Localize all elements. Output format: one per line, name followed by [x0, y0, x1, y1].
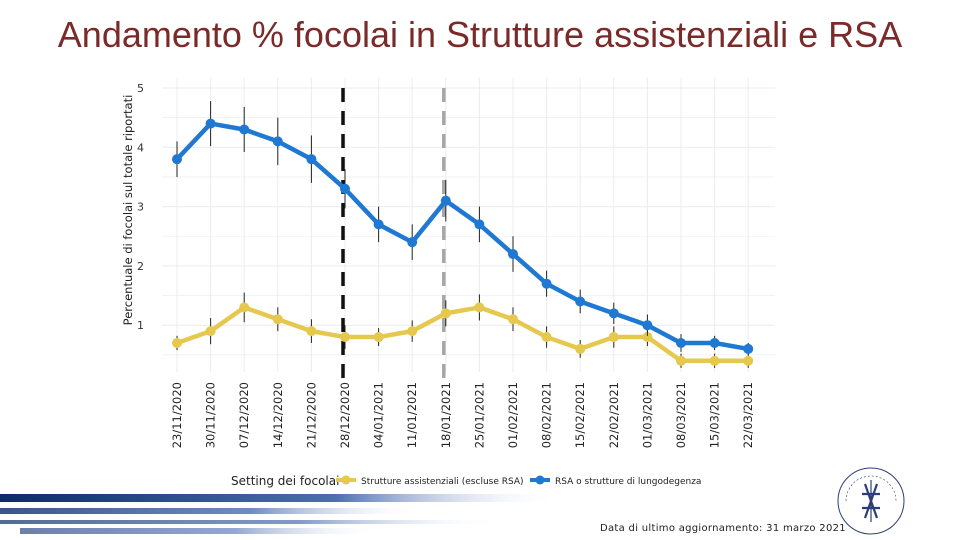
x-tick-label: 15/02/2021: [573, 382, 587, 448]
iss-logo: [837, 467, 905, 535]
data-point: [642, 320, 653, 331]
x-tick-label: 23/11/2020: [170, 382, 184, 448]
data-point: [743, 355, 754, 366]
data-point: [743, 343, 754, 354]
y-tick-label: 4: [137, 141, 144, 154]
data-point: [541, 332, 552, 343]
y-tick-label: 1: [137, 319, 144, 332]
x-tick-label: 08/03/2021: [674, 382, 688, 448]
data-point: [709, 337, 720, 348]
legend-label: RSA o strutture di lungodegenza: [555, 477, 701, 487]
data-point: [373, 219, 384, 230]
data-point: [541, 278, 552, 289]
y-axis-label: Percentuale di focolai sul totale riport…: [121, 95, 135, 326]
series-strutture-assistenziali: [172, 292, 754, 368]
data-point: [340, 183, 350, 194]
x-tick-label: 22/02/2021: [607, 382, 621, 448]
data-point: [642, 332, 653, 343]
series-line: [175, 121, 749, 352]
data-point: [676, 355, 686, 366]
y-tick-label: 5: [137, 82, 144, 95]
data-point: [474, 219, 485, 230]
x-tick-label: 22/03/2021: [741, 382, 755, 448]
legend-title: Setting dei focolai: [231, 474, 339, 488]
legend-swatch-point: [341, 475, 351, 485]
data-point: [407, 326, 418, 337]
data-point: [306, 154, 317, 165]
series-line: [176, 305, 749, 364]
x-tick-label: 01/03/2021: [640, 382, 654, 448]
legend-label: Strutture assistenziali (escluse RSA): [361, 477, 524, 487]
data-point: [508, 314, 518, 325]
chart-series: [172, 101, 754, 368]
data-point: [205, 326, 216, 337]
data-point: [272, 314, 283, 325]
x-tick-label: 15/03/2021: [708, 382, 722, 448]
footer-banner: [0, 494, 560, 534]
data-point: [407, 237, 418, 248]
x-tick-label: 28/12/2020: [338, 382, 352, 448]
x-tick-label: 25/01/2021: [472, 382, 486, 448]
data-point: [239, 124, 250, 135]
data-point: [205, 118, 216, 129]
chart-legend: Setting dei focolai Strutture assistenzia…: [231, 474, 701, 488]
data-point: [440, 308, 451, 319]
plot-area: [162, 78, 775, 372]
data-point: [272, 136, 283, 147]
x-tick-label: 08/02/2021: [540, 382, 554, 448]
data-point: [474, 302, 485, 313]
reference-lines: [341, 88, 446, 384]
data-point: [306, 326, 317, 337]
data-point: [575, 296, 586, 307]
last-update-note: Data di ultimo aggiornamento: 31 marzo 2…: [600, 523, 846, 534]
data-point: [608, 308, 619, 319]
data-point: [508, 249, 518, 260]
x-tick-label: 04/01/2021: [372, 382, 386, 448]
series-rsa-lungodegenza: [172, 101, 754, 355]
y-tick-label: 2: [137, 260, 144, 273]
data-point: [172, 337, 182, 348]
data-point: [676, 337, 686, 348]
y-tick-label: 3: [137, 201, 144, 214]
data-point: [172, 154, 182, 165]
x-tick-label: 07/12/2020: [237, 382, 251, 448]
data-point: [608, 332, 619, 343]
x-tick-label: 01/02/2021: [506, 382, 520, 448]
x-tick-label: 21/12/2020: [304, 382, 318, 448]
chart-grid: [162, 78, 775, 372]
data-point: [373, 332, 384, 343]
x-tick-label: 14/12/2020: [271, 382, 285, 448]
legend-swatch-point: [535, 475, 545, 485]
data-point: [340, 332, 350, 343]
data-point: [709, 355, 720, 366]
data-point: [440, 195, 451, 206]
page-title: Andamento % focolai in Strutture assiste…: [57, 14, 903, 55]
data-point: [239, 302, 250, 313]
x-tick-label: 11/01/2021: [405, 382, 419, 448]
x-tick-label: 18/01/2021: [439, 382, 453, 448]
x-tick-label: 30/11/2020: [204, 382, 218, 448]
data-point: [575, 343, 586, 354]
